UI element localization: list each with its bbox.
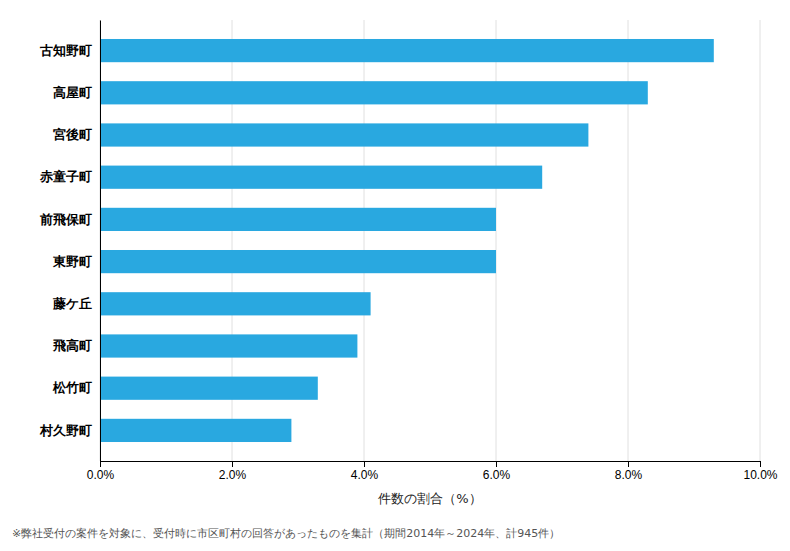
- footnote: ※弊社受付の案件を対象に、受付時に市区町村の回答があったものを集計（期間2014…: [12, 527, 560, 540]
- y-tick-label: 前飛保町: [39, 212, 92, 227]
- y-tick-label: 高屋町: [53, 85, 92, 100]
- x-tick-mark: [100, 461, 101, 467]
- grid-line: [760, 20, 761, 461]
- x-tick: 10.0%: [743, 461, 777, 482]
- y-tick-label: 飛高町: [52, 338, 92, 353]
- x-axis: 0.0% 2.0% 4.0% 6.0% 8.0% 10.0%: [87, 461, 778, 482]
- x-tick-mark: [496, 461, 497, 467]
- y-tick: 松竹町: [52, 380, 100, 395]
- bar: [100, 39, 714, 62]
- bar: [100, 419, 291, 442]
- x-tick: 2.0%: [219, 461, 247, 482]
- x-tick: 0.0%: [87, 461, 115, 482]
- bar: [100, 81, 648, 104]
- x-tick-label: 2.0%: [219, 468, 247, 482]
- axis-line: [100, 21, 101, 462]
- y-tick-label: 宮後町: [53, 127, 92, 142]
- x-tick-label: 8.0%: [615, 468, 643, 482]
- grid-line: [100, 20, 101, 461]
- x-tick-mark: [232, 461, 233, 467]
- y-tick-label: 古知野町: [39, 43, 92, 58]
- x-tick: 8.0%: [615, 461, 643, 482]
- y-tick: 東野町: [52, 254, 100, 269]
- y-tick: 飛高町: [52, 338, 100, 353]
- x-tick-mark: [364, 461, 365, 467]
- y-tick: 赤童子町: [39, 169, 100, 184]
- y-tick-label: 東野町: [52, 254, 92, 269]
- bar: [100, 208, 496, 231]
- x-tick: 4.0%: [351, 461, 379, 482]
- y-tick: 藤ケ丘: [52, 296, 100, 311]
- bar: [100, 292, 371, 315]
- bar: [100, 166, 542, 189]
- x-tick-label: 6.0%: [483, 468, 511, 482]
- x-tick-label: 0.0%: [87, 468, 115, 482]
- y-tick-label: 松竹町: [52, 380, 92, 395]
- y-tick: 宮後町: [53, 127, 100, 142]
- bars: [100, 39, 714, 442]
- chart: 0.0% 2.0% 4.0% 6.0% 8.0% 10.0% 村久野町 松竹町 飛高町 藤ケ丘 東野…: [0, 0, 790, 551]
- bar: [100, 377, 318, 400]
- y-tick: 村久野町: [39, 423, 100, 438]
- x-tick-label: 4.0%: [351, 468, 379, 482]
- x-axis-label: 件数の割合（%）: [378, 491, 481, 506]
- bar: [100, 334, 357, 357]
- x-tick: 6.0%: [483, 461, 511, 482]
- bar: [100, 123, 588, 146]
- y-tick: 古知野町: [39, 43, 100, 58]
- grid: [100, 20, 760, 461]
- axis-line: [101, 462, 761, 468]
- plot: 0.0% 2.0% 4.0% 6.0% 8.0% 10.0% 村久野町 松竹町 飛高町 藤ケ丘 東野…: [39, 20, 778, 482]
- x-tick-mark: [628, 461, 629, 467]
- x-tick-label: 10.0%: [743, 468, 777, 482]
- y-tick: 前飛保町: [39, 212, 100, 227]
- y-tick-label: 村久野町: [39, 423, 92, 438]
- y-tick-label: 藤ケ丘: [52, 296, 92, 311]
- bar: [100, 250, 496, 273]
- y-tick-label: 赤童子町: [39, 169, 92, 184]
- y-tick: 高屋町: [53, 85, 100, 100]
- x-tick-mark: [760, 461, 761, 467]
- y-axis: 村久野町 松竹町 飛高町 藤ケ丘 東野町 前飛保町 赤童子町 宮後町 高屋町 古知野町: [39, 21, 101, 462]
